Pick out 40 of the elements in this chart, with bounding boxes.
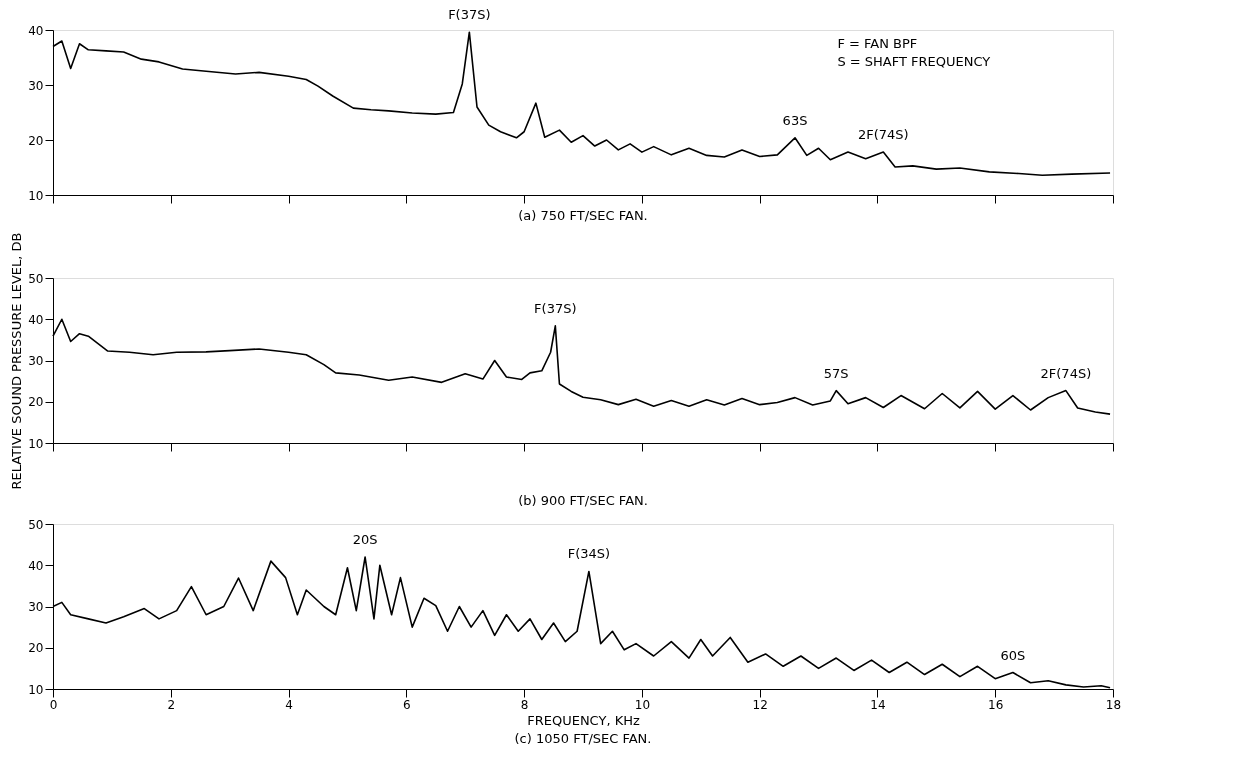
annotation: 20S bbox=[352, 532, 378, 547]
y-tick-label: 20 bbox=[28, 641, 44, 656]
annotation: 2F(74S) bbox=[1040, 365, 1092, 381]
y-tick-label: 40 bbox=[28, 558, 44, 573]
y-tick-label: 50 bbox=[28, 517, 44, 532]
x-tick-label: 4 bbox=[285, 697, 293, 712]
text: (b) 900 FT/SEC FAN. bbox=[518, 493, 648, 509]
annotation: F(37S) bbox=[448, 7, 491, 23]
x-tick-label: 14 bbox=[870, 697, 886, 712]
annotation: 60S bbox=[1000, 647, 1026, 663]
y-tick-label: 20 bbox=[28, 395, 44, 410]
y-tick-label: 30 bbox=[28, 600, 44, 614]
x-tick-label: 6 bbox=[403, 697, 411, 712]
annotation: 2F(74S) bbox=[857, 127, 909, 143]
y-tick-label: 30 bbox=[28, 354, 44, 368]
y-axis-title: RELATIVE SOUND PRESSURE LEVEL, DB bbox=[9, 232, 25, 490]
text: (c) 1050 FT/SEC FAN. bbox=[514, 731, 652, 746]
y-tick-label: 10 bbox=[28, 436, 44, 451]
x-tick-label: 18 bbox=[1105, 697, 1122, 712]
annotation: 57S bbox=[823, 365, 849, 381]
x-tick-label: 10 bbox=[634, 697, 651, 712]
annotation: F = FAN BPF bbox=[837, 36, 918, 51]
x-tick-label: 12 bbox=[752, 697, 768, 712]
annotation: S = SHAFT FREQUENCY bbox=[837, 54, 991, 69]
y-tick-label: 10 bbox=[28, 188, 44, 203]
y-tick-label: 20 bbox=[28, 133, 44, 148]
y-tick-label: 30 bbox=[28, 78, 44, 93]
text: (a) 750 FT/SEC FAN. bbox=[518, 207, 648, 223]
x-tick-label: 0 bbox=[49, 697, 58, 712]
x-tick-label: 16 bbox=[988, 697, 1004, 712]
x-tick-label: 8 bbox=[520, 697, 529, 712]
x-tick-label: 2 bbox=[167, 697, 176, 712]
x-axis-title: FREQUENCY, KHz bbox=[527, 712, 640, 728]
y-tick-label: 50 bbox=[28, 271, 44, 286]
y-tick-label: 40 bbox=[28, 23, 44, 38]
annotation: 63S bbox=[782, 112, 808, 128]
y-tick-label: 10 bbox=[28, 682, 44, 697]
annotation: F(34S) bbox=[567, 546, 611, 562]
y-tick-label: 40 bbox=[28, 312, 44, 327]
annotation: F(37S) bbox=[534, 300, 577, 316]
